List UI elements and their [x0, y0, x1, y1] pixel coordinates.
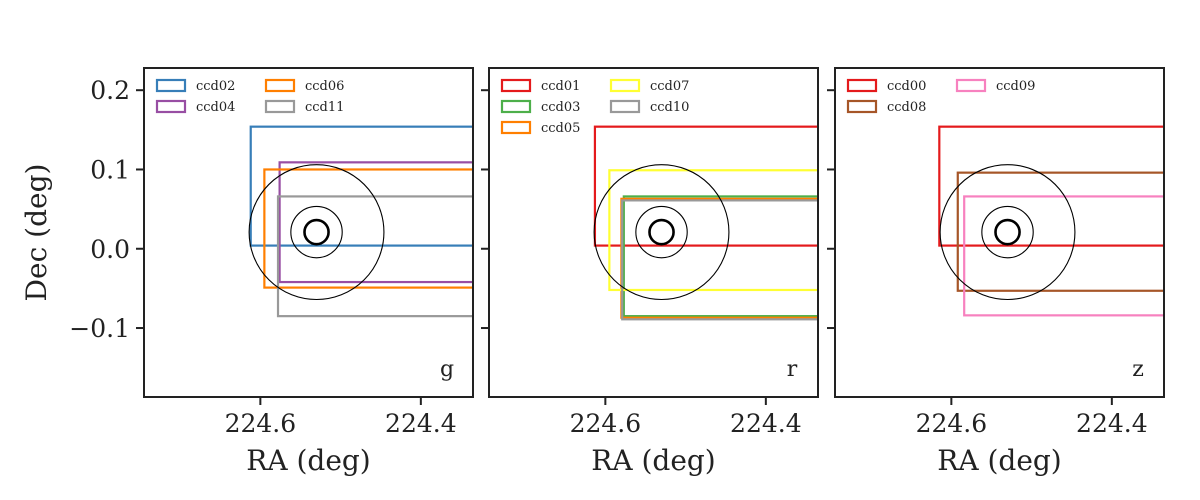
y-tick-label: 0.0	[90, 235, 130, 264]
legend-swatch-ccd11	[264, 99, 296, 114]
y-tick-label: −0.1	[69, 314, 130, 343]
target-circle-1	[635, 205, 688, 259]
legend-label-ccd02: ccd02	[196, 79, 235, 94]
ccd-footprint-ccd06	[263, 168, 473, 289]
axes-frame	[488, 67, 819, 398]
legend-swatch-ccd00	[846, 78, 878, 93]
legend-swatch-ccd05	[500, 120, 532, 135]
x-tick-label: 224.4	[730, 409, 802, 438]
band-label: z	[1132, 357, 1144, 382]
y-tick-label: 0.1	[90, 155, 130, 184]
ccd-footprint-ccd10	[621, 199, 818, 321]
target-circle-0	[303, 218, 330, 246]
legend-label-ccd06: ccd06	[305, 79, 344, 94]
plot-area-r	[593, 125, 818, 321]
axes-frame	[834, 67, 1165, 398]
y-axis-title: Dec (deg)	[20, 164, 53, 302]
ccd-footprint-ccd03	[622, 195, 818, 318]
legend-swatch-ccd02	[155, 78, 187, 93]
target-circle-0	[648, 218, 675, 246]
legend-label-ccd09: ccd09	[996, 79, 1035, 94]
legend-swatch-ccd01	[500, 78, 532, 93]
ccd-footprint-ccd11	[276, 195, 473, 318]
legend-label-ccd03: ccd03	[541, 100, 580, 115]
legend-label-ccd00: ccd00	[887, 79, 926, 94]
x-tick-label: 224.6	[570, 409, 642, 438]
target-circle-1	[981, 205, 1034, 259]
legend-swatch-ccd06	[264, 78, 296, 93]
plot-area-z	[938, 125, 1164, 317]
x-tick-label: 224.4	[385, 409, 457, 438]
legend-swatch-ccd03	[500, 99, 532, 114]
target-circle-0	[994, 218, 1021, 246]
ccd-footprint-ccd02	[249, 125, 473, 247]
target-circle-2	[939, 164, 1076, 301]
legend-label-ccd10: ccd10	[650, 100, 689, 115]
plot-area-g	[248, 125, 473, 318]
ccd-footprint-ccd04	[278, 161, 473, 284]
legend-label-ccd04: ccd04	[196, 100, 235, 115]
legend-label-ccd08: ccd08	[887, 100, 926, 115]
x-tick-label: 224.6	[225, 409, 297, 438]
ccd-footprint-ccd01	[593, 125, 818, 247]
x-axis-title: RA (deg)	[937, 444, 1061, 477]
band-label: r	[787, 357, 798, 382]
target-circle-1	[290, 205, 343, 259]
ccd-footprint-ccd09	[963, 195, 1164, 317]
legend-swatch-ccd08	[846, 99, 878, 114]
y-tick-label: 0.2	[90, 76, 130, 105]
legend-swatch-ccd09	[955, 78, 987, 93]
axes-frame	[143, 67, 474, 398]
x-tick-label: 224.4	[1076, 409, 1148, 438]
panel-g: 224.6 224.4 0.2 0.1 0.0 −0.1 RA (deg) Dec (deg)…	[20, 67, 474, 477]
legend-label-ccd01: ccd01	[541, 79, 580, 94]
legend-swatch-ccd10	[609, 99, 641, 114]
panel-r: 224.6 224.4 RA (deg) r ccd01 ccd03 ccd05 ccd07 c…	[481, 67, 819, 477]
legend-label-ccd07: ccd07	[650, 79, 689, 94]
legend-swatch-ccd07	[609, 78, 641, 93]
ccd-footprint-ccd08	[956, 171, 1164, 292]
legend-label-ccd11: ccd11	[305, 100, 344, 115]
x-tick-label: 224.6	[916, 409, 988, 438]
ccd-footprint-ccd07	[608, 169, 818, 292]
ccd-footprint-ccd00	[938, 125, 1164, 247]
panel-z: 224.6 224.4 RA (deg) z ccd00 ccd08 ccd09	[827, 67, 1165, 477]
legend-label-ccd05: ccd05	[541, 121, 580, 136]
band-label: g	[440, 357, 454, 382]
x-axis-title: RA (deg)	[246, 444, 370, 477]
target-circle-2	[248, 164, 385, 301]
x-axis-title: RA (deg)	[591, 444, 715, 477]
target-circle-2	[593, 164, 730, 301]
legend-swatch-ccd04	[155, 99, 187, 114]
